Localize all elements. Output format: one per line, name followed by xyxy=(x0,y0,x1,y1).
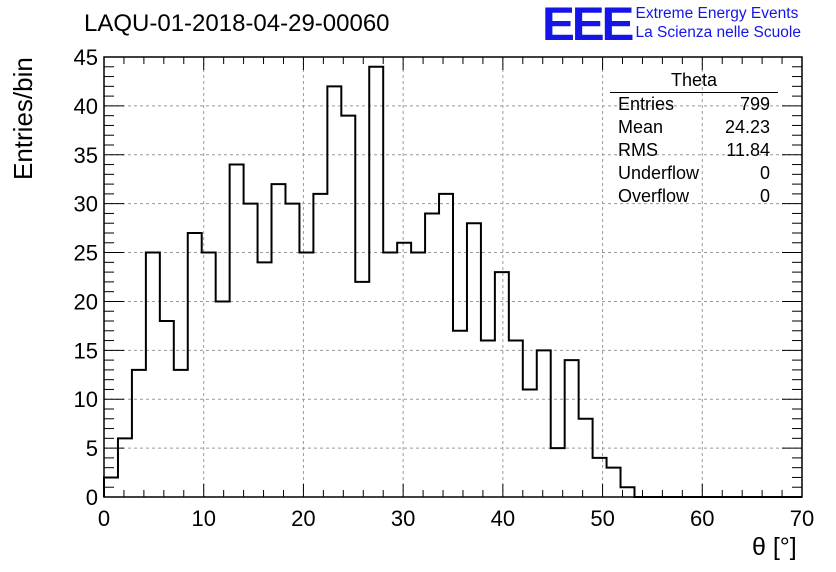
logo-line-1: Extreme Energy Events xyxy=(635,5,799,22)
stats-value: 0 xyxy=(759,163,770,183)
stats-box: Theta Entries 799 Mean 24.23 RMS 11.84 U… xyxy=(610,70,778,208)
y-tick-label: 20 xyxy=(74,289,98,314)
y-tick-label: 0 xyxy=(86,485,98,510)
y-tick-label: 40 xyxy=(74,94,98,119)
x-tick-label: 60 xyxy=(690,506,714,531)
x-tick-label: 70 xyxy=(790,506,814,531)
y-tick-label: 45 xyxy=(74,45,98,70)
stats-title: Theta xyxy=(610,70,778,93)
eee-logo-text: Extreme Energy Events La Scienza nelle S… xyxy=(636,4,801,42)
y-tick-label: 25 xyxy=(74,241,98,266)
stats-value: 11.84 xyxy=(726,140,770,160)
stats-row-mean: Mean 24.23 xyxy=(610,116,778,139)
x-tick-label: 20 xyxy=(291,506,315,531)
y-tick-label: 15 xyxy=(74,338,98,363)
x-tick-label: 40 xyxy=(491,506,515,531)
x-tick-label: 30 xyxy=(391,506,415,531)
logo-line-2: La Scienza nelle Scuole xyxy=(635,24,801,41)
histogram-line xyxy=(103,65,802,498)
y-tick-label: 35 xyxy=(74,143,98,168)
stats-label: RMS xyxy=(618,140,658,160)
stats-label: Entries xyxy=(618,94,675,114)
stats-row-underflow: Underflow 0 xyxy=(610,162,778,185)
x-tick-label: 10 xyxy=(191,506,215,531)
x-tick-label: 50 xyxy=(590,506,614,531)
stats-row-rms: RMS 11.84 xyxy=(610,139,778,162)
stats-label: Overflow xyxy=(618,186,690,206)
stats-row-overflow: Overflow 0 xyxy=(610,185,778,208)
y-axis-label: Entries/bin xyxy=(8,57,38,180)
eee-logo-mark: EEE xyxy=(542,0,634,50)
stats-value: 0 xyxy=(759,186,770,206)
x-tick-label: 0 xyxy=(98,506,110,531)
stats-label: Mean xyxy=(618,117,664,137)
y-tick-label: 30 xyxy=(74,192,98,217)
x-axis-label: θ [°] xyxy=(752,533,797,561)
axis-tick-labels: 0 10 20 30 40 50 60 70 0 5 10 15 20 25 30 35 40 45 xyxy=(74,45,815,531)
plot-frame xyxy=(103,56,803,498)
stats-value: 799 xyxy=(739,94,770,114)
axis-ticks xyxy=(103,56,803,498)
y-tick-label: 10 xyxy=(74,387,98,412)
stats-label: Underflow xyxy=(618,163,700,183)
eee-logo: EEE Extreme Energy Events La Scienza nel… xyxy=(542,0,801,50)
run-title: LAQU-01-2018-04-29-00060 xyxy=(84,10,390,37)
stats-value: 24.23 xyxy=(724,117,770,137)
y-tick-label: 5 xyxy=(86,436,98,461)
plot-border xyxy=(103,56,803,498)
stats-row-entries: Entries 799 xyxy=(610,93,778,116)
